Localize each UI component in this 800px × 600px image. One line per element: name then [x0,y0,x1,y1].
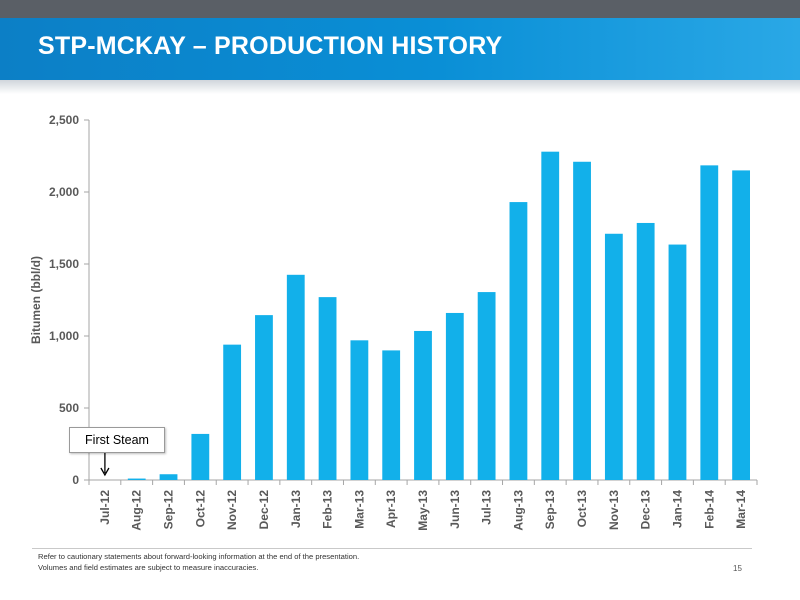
bar-mar-13 [350,340,369,480]
y-tick-label: 1,500 [49,257,79,271]
x-tick-label: Jan-13 [289,490,303,528]
bar-jan-14 [668,244,687,480]
x-tick-label: Jul-13 [480,490,494,525]
first-steam-callout: First Steam [69,427,165,453]
bar-jun-13 [445,312,464,480]
x-tick-label: Jun-13 [448,490,462,529]
page-number: 15 [733,564,742,573]
x-tick-label: Feb-13 [321,490,335,529]
bar-may-13 [414,330,432,480]
banner-shadow [0,80,800,94]
bar-jul-13 [477,292,496,480]
x-tick-label: Jul-12 [98,490,112,525]
x-tick-label: Apr-13 [384,490,398,528]
y-tick-label: 2,500 [49,113,79,127]
slide-title: STP-MCKAY – PRODUCTION HISTORY [38,32,503,60]
bar-sep-13 [541,151,560,480]
x-tick-label: Oct-12 [193,490,207,528]
bar-oct-12 [191,433,210,480]
footer-divider [32,548,752,549]
x-tick-label: Sep-12 [162,490,176,530]
annotation-arrow-head [100,467,110,477]
bar-nov-12 [223,344,242,480]
x-tick-label: Dec-13 [639,490,653,530]
bar-nov-13 [604,233,623,480]
x-tick-label: Sep-13 [543,490,557,530]
bar-jan-13 [286,274,305,480]
bar-dec-13 [636,222,655,480]
bar-aug-12 [127,478,146,480]
x-tick-label: Nov-12 [225,490,239,530]
x-tick-label: Aug-13 [511,490,525,531]
y-tick-label: 2,000 [49,185,79,199]
y-tick-label: 500 [59,401,79,415]
footnote-forward-looking: Refer to cautionary statements about for… [38,552,360,561]
x-tick-label: Mar-14 [734,490,748,529]
x-tick-label: May-13 [416,490,430,531]
x-tick-label: Feb-14 [702,490,716,529]
bar-sep-12 [159,474,178,480]
y-tick-label: 1,000 [49,329,79,343]
bar-apr-13 [382,350,401,480]
bar-feb-13 [318,297,337,480]
x-tick-label: Mar-13 [352,490,366,529]
x-tick-label: Oct-13 [575,490,589,528]
title-banner: STP-MCKAY – PRODUCTION HISTORY [0,18,800,80]
y-axis-title: Bitumen (bbl/d) [29,256,43,344]
bar-feb-14 [700,165,719,481]
footnote-measurement: Volumes and field estimates are subject … [38,563,259,572]
bar-oct-13 [573,161,591,480]
x-tick-label: Jan-14 [670,490,684,528]
x-tick-label: Dec-12 [257,490,271,530]
bar-dec-12 [255,315,273,480]
x-tick-label: Aug-12 [130,490,144,531]
bar-aug-13 [509,202,528,480]
x-tick-label: Nov-13 [607,490,621,530]
bar-mar-14 [732,170,751,480]
y-tick-label: 0 [72,473,79,487]
header-strip [0,0,800,18]
